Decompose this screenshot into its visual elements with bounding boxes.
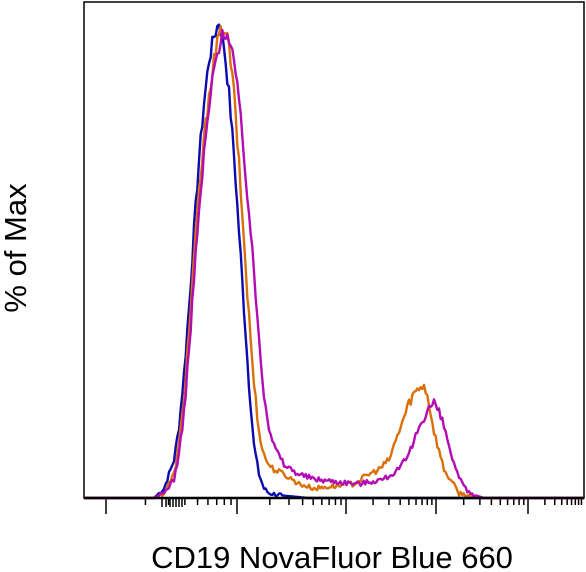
x-axis-ticks — [105, 498, 583, 514]
plot-frame — [83, 1, 585, 499]
series-layer — [84, 23, 584, 500]
series-line-2 — [84, 25, 584, 500]
series-line-3 — [84, 28, 584, 500]
y-axis-label: % of Max — [0, 183, 33, 313]
x-axis-label: CD19 NovaFluor Blue 660 — [151, 540, 513, 572]
series-line-1 — [84, 23, 584, 500]
